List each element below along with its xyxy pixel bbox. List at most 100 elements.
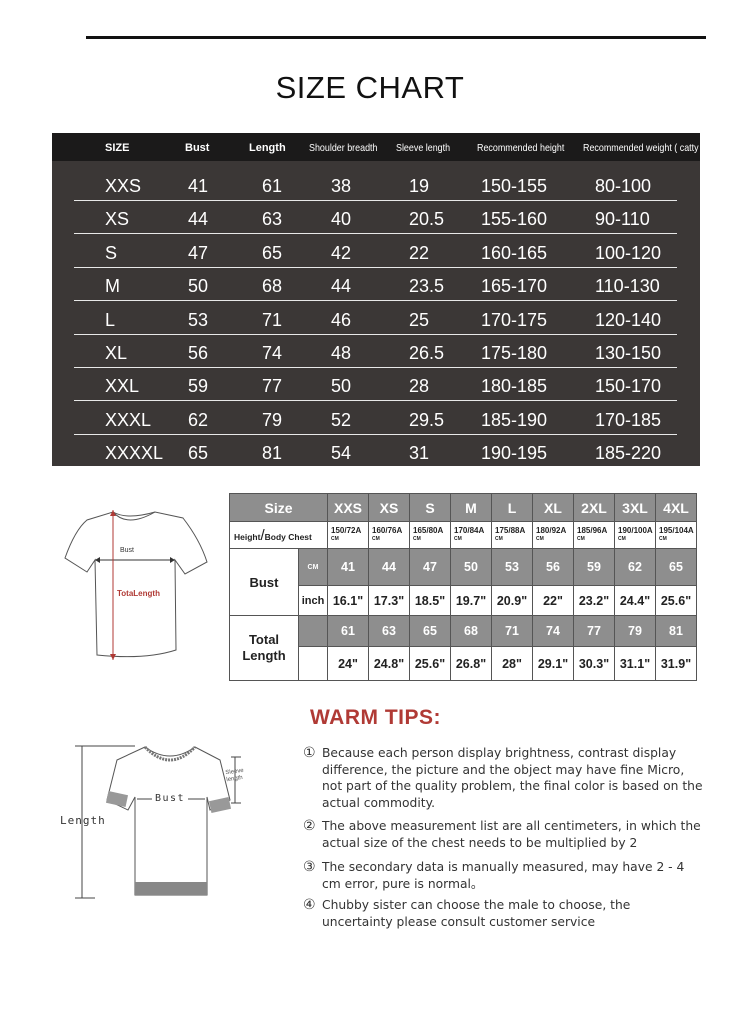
table-row: M 50 68 44 23.5 165-170 110-130 — [52, 268, 700, 302]
table-cell: 65 — [655, 548, 697, 586]
unit-label: CM — [659, 536, 667, 542]
table-cell: 54 — [331, 443, 352, 464]
size-conversion-table: Size XXS XS S M L XL 2XL 3XL 4XL Height/… — [229, 493, 697, 681]
blank-cell — [298, 615, 328, 647]
table-cell: XXS — [105, 176, 142, 196]
header-rec-weight: Recommended weight ( catty ) — [583, 142, 705, 154]
total-label: Total — [248, 632, 280, 647]
table-cell: 80-100 — [595, 176, 652, 196]
table-cell: 17.3" — [368, 585, 410, 616]
size-col: M — [450, 493, 492, 522]
table-cell: 100-120 — [595, 242, 662, 263]
table-row: XS 44 63 40 20.5 155-160 90-110 — [52, 201, 700, 235]
unit-label: CM — [454, 536, 462, 542]
table-cell: 50 — [188, 276, 209, 297]
table-cell: 44 — [188, 209, 209, 230]
table-cell: 24.4" — [614, 585, 656, 616]
table-row: S 47 65 42 22 160-165 100-120 — [52, 235, 700, 268]
chest-label: Body Chest — [264, 531, 312, 542]
table-cell: 50 — [331, 376, 352, 397]
tip-number: ③ — [303, 859, 316, 875]
table-cell: 47 — [409, 548, 451, 586]
table-cell: 65 — [188, 443, 209, 464]
tip-text: Because each person display brightness, … — [322, 746, 703, 810]
table-cell: 150-170 — [595, 376, 662, 397]
table-cell: 19 — [409, 176, 430, 196]
height-chest-value: 170/84A — [454, 526, 485, 535]
table-row: L 53 71 46 25 170-175 120-140 — [52, 302, 700, 335]
inch-label: inch — [298, 585, 328, 616]
table-cell: 155-160 — [481, 209, 548, 230]
table-cell: 50 — [450, 548, 492, 586]
length-label: Length — [242, 648, 286, 663]
tip-number: ① — [303, 745, 316, 761]
size-col: XS — [368, 493, 410, 522]
tip-item: ④ Chubby sister can choose the male to ch… — [303, 897, 703, 930]
table-cell: 180/92A CM — [532, 521, 574, 549]
tip-item: ① Because each person display brightness,… — [303, 745, 703, 811]
unit-label: CM — [372, 536, 380, 542]
height-chest-value: 185/96A — [577, 526, 608, 535]
unit-label: CM — [577, 536, 585, 542]
table-cell: 31.9" — [655, 646, 697, 681]
table-cell: 150-155 — [481, 176, 548, 196]
table-cell: 61 — [327, 615, 369, 647]
row-divider — [74, 333, 677, 335]
warm-tips-title: WARM TIPS: — [310, 706, 441, 729]
row-divider — [74, 433, 677, 435]
diagram1-length-label: TotaLength — [117, 589, 160, 598]
table-cell: 170-175 — [481, 309, 548, 330]
height-chest-value: 165/80A — [413, 526, 444, 535]
table-cell: 52 — [331, 409, 352, 430]
table-header: SIZE Bust Length Shoulder breadth Sleeve… — [52, 133, 704, 161]
table-cell: 77 — [262, 376, 283, 397]
table-cell: 74 — [262, 343, 283, 363]
bust-label: Bust — [229, 548, 299, 616]
table-cell: 25 — [409, 309, 430, 330]
table-cell: 71 — [262, 309, 283, 330]
table-cell: 61 — [262, 176, 283, 196]
header-size: SIZE — [105, 142, 130, 154]
diagram2-length-label: Length — [60, 814, 106, 827]
table-cell: 56 — [188, 343, 209, 363]
table-cell: 25.6" — [409, 646, 451, 681]
tip-item: ② The above measurement list are all cent… — [303, 818, 703, 851]
table-cell: 62 — [614, 548, 656, 586]
table-cell: 77 — [573, 615, 615, 647]
header-rec-height: Recommended height — [477, 142, 565, 154]
table-cell: 130-150 — [595, 343, 662, 363]
table-row: XXXL 62 79 52 29.5 185-190 170-185 — [52, 402, 700, 435]
height-chest-value: 190/100A — [618, 526, 653, 535]
table-cell: L — [105, 309, 116, 330]
table-cell: 79 — [614, 615, 656, 647]
height-chest-value: 180/92A — [536, 526, 567, 535]
table-cell: 62 — [188, 409, 209, 430]
table-cell: 31.1" — [614, 646, 656, 681]
top-rule — [86, 36, 706, 39]
table-cell: 22 — [409, 242, 430, 263]
table-cell: M — [105, 276, 120, 297]
table-cell: XXXXL — [105, 443, 164, 464]
header-bust: Bust — [185, 142, 210, 154]
height-chest-value: 150/72A — [331, 526, 362, 535]
table-cell: 16.1" — [327, 585, 369, 616]
table-cell: 160/76A CM — [368, 521, 410, 549]
table-cell: 24" — [327, 646, 369, 681]
table-cell: 40 — [331, 209, 352, 230]
size-col: 3XL — [614, 493, 656, 522]
page-title: SIZE CHART — [275, 70, 465, 105]
unit-label: CM — [495, 536, 503, 542]
table-cell: 42 — [331, 242, 352, 263]
table-cell: 71 — [491, 615, 533, 647]
table-cell: 23.5 — [409, 276, 445, 297]
height-chest-value: 175/88A — [495, 526, 526, 535]
diagram2-bust-label: Bust — [155, 793, 186, 804]
height-chest-label: Height/Body Chest — [229, 521, 328, 549]
table-cell: 28" — [491, 646, 533, 681]
size-label: Size — [229, 493, 328, 522]
table-cell: 165/80A CM — [409, 521, 451, 549]
table-cell: XL — [105, 343, 128, 363]
table-row: XXS 41 61 38 19 150-155 80-100 — [52, 168, 700, 201]
table-cell: 20.5 — [409, 209, 445, 230]
table-cell: 65 — [409, 615, 451, 647]
